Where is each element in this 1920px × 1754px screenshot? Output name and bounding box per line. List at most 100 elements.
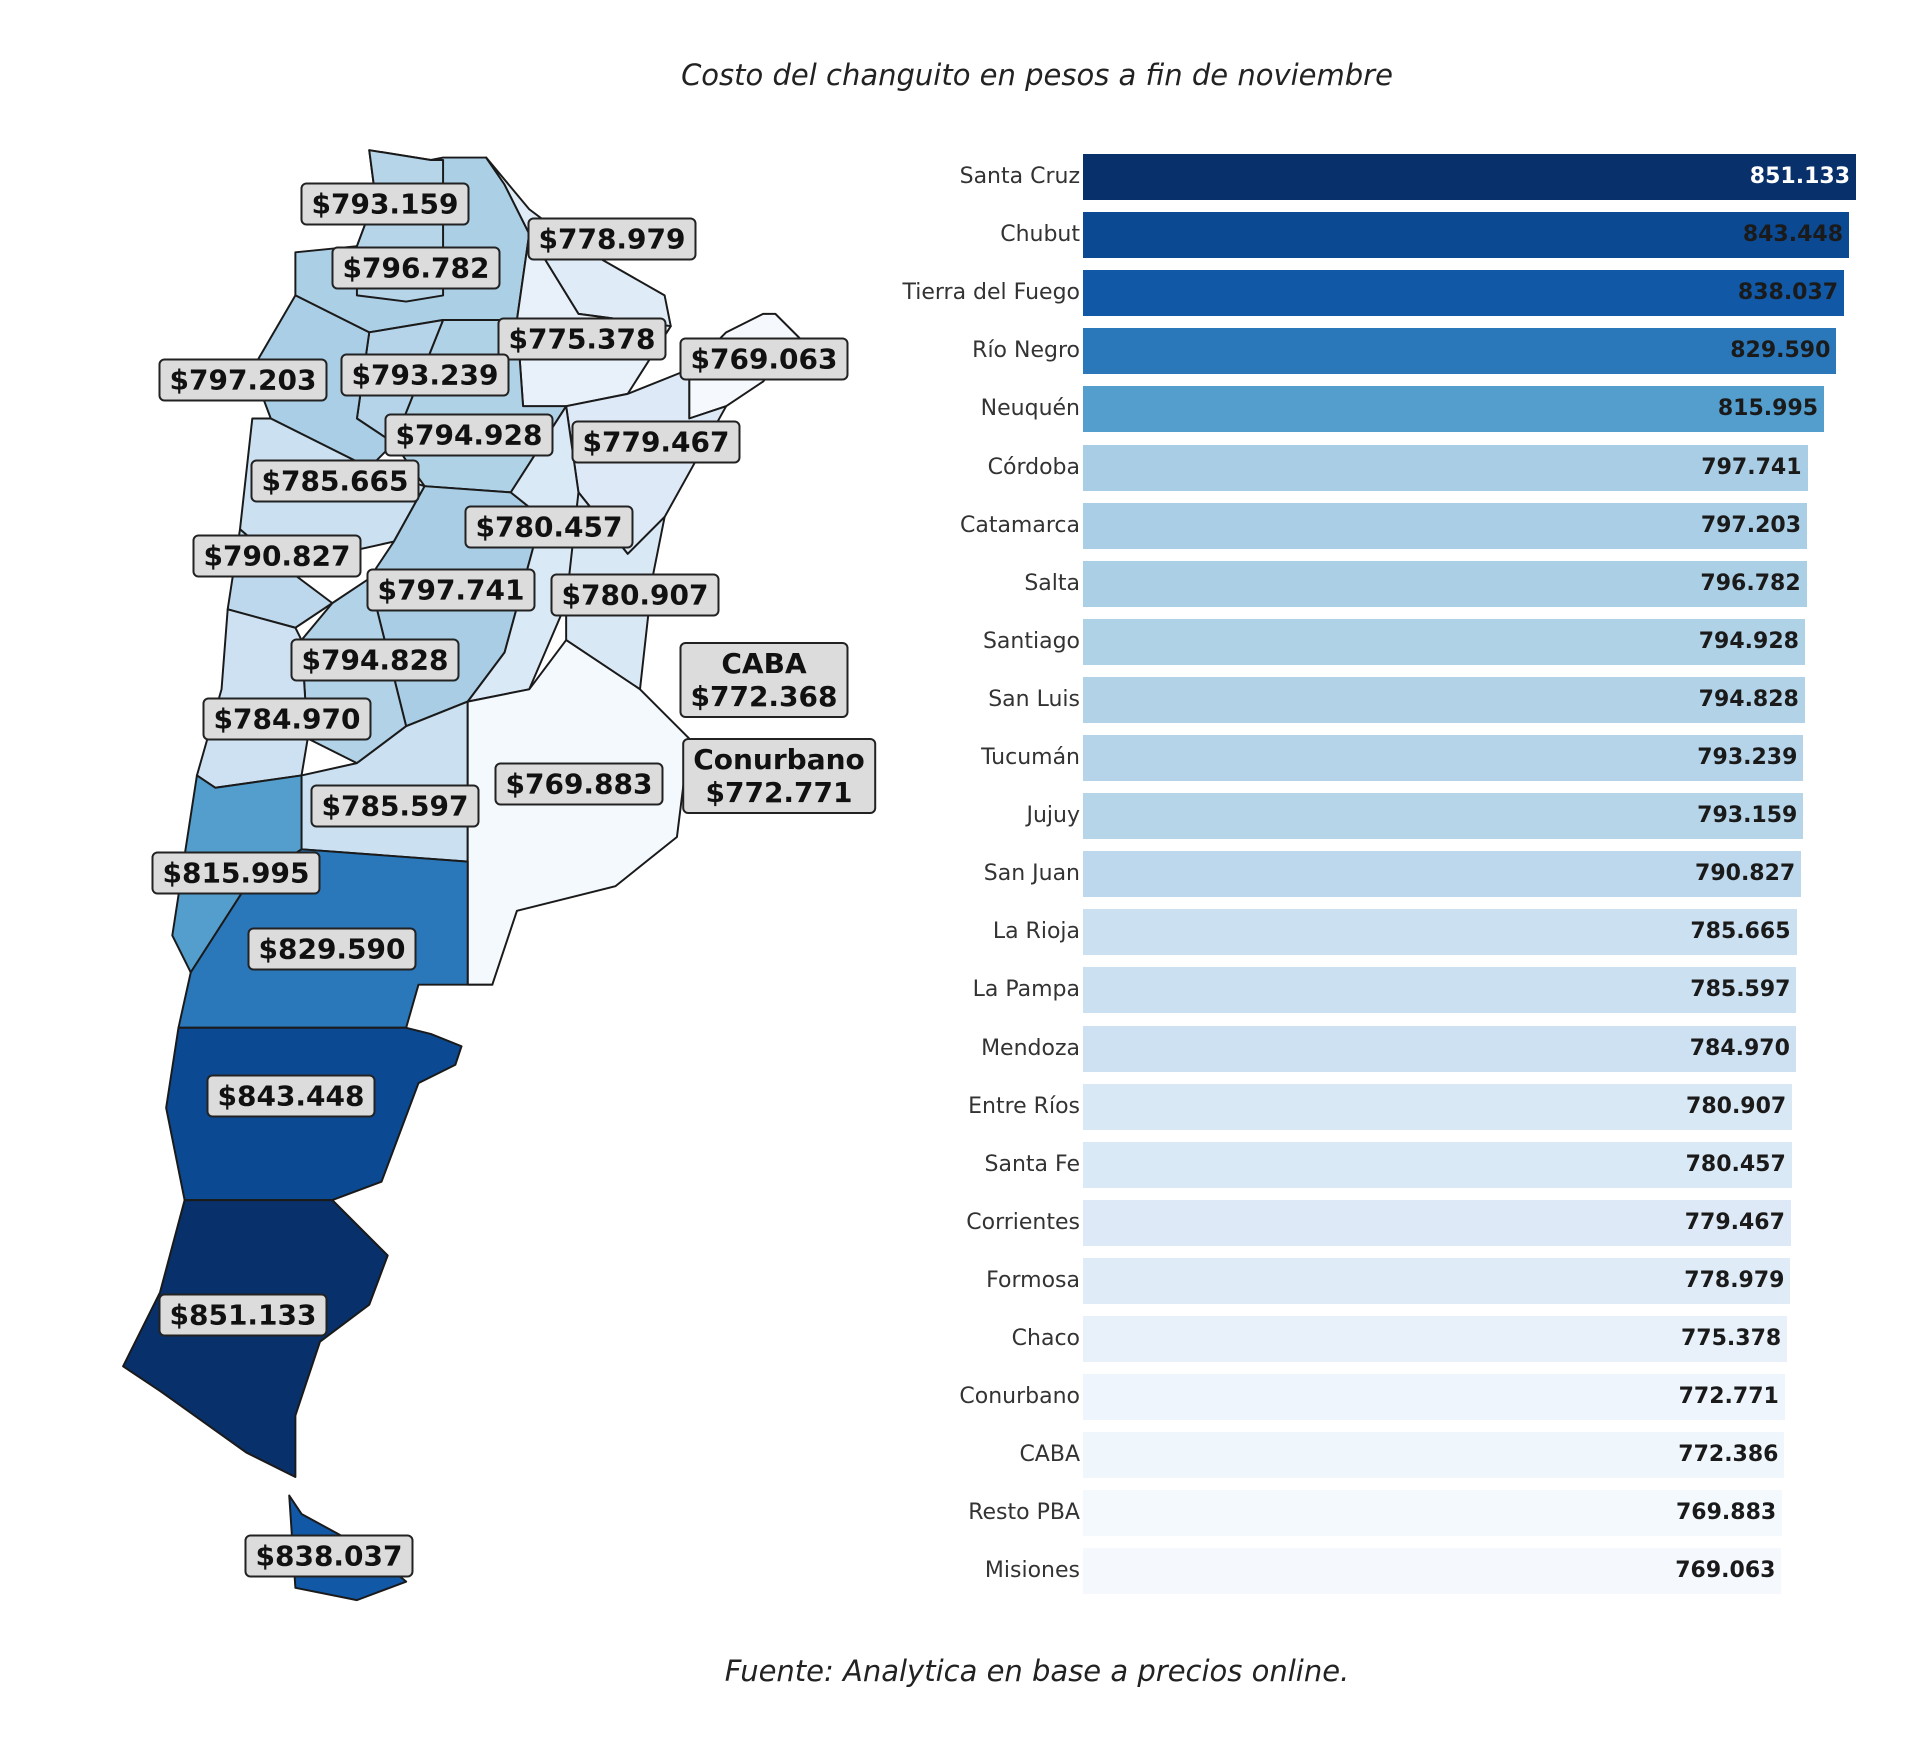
bar: 793.159 bbox=[1083, 793, 1804, 840]
map-value-label: Conurbano $772.771 bbox=[682, 738, 876, 814]
bar-row: Entre Ríos 780.907 bbox=[0, 1083, 1920, 1130]
bar: 843.448 bbox=[1083, 212, 1850, 259]
data-label: 784.970 bbox=[1689, 1035, 1790, 1061]
map-label-value: $784.970 bbox=[213, 702, 361, 736]
map-value-label: $784.970 bbox=[202, 697, 372, 741]
map-label-value: $796.782 bbox=[342, 251, 490, 285]
data-label: 843.448 bbox=[1742, 222, 1844, 248]
category-label: Corrientes bbox=[966, 1209, 1080, 1235]
bar: 769.883 bbox=[1083, 1490, 1783, 1537]
data-label: 785.597 bbox=[1690, 977, 1791, 1003]
bar: 797.203 bbox=[1083, 502, 1808, 549]
source-note: Fuente: Analytica en base a precios onli… bbox=[724, 1654, 1350, 1688]
map-label-value: $779.467 bbox=[582, 425, 730, 459]
map-value-label: $769.063 bbox=[679, 337, 849, 381]
map-label-value: $778.979 bbox=[538, 222, 686, 256]
map-value-label: CABA $772.368 bbox=[679, 642, 849, 718]
bar-row: La Rioja 785.665 bbox=[0, 909, 1920, 956]
data-label: 851.133 bbox=[1749, 164, 1850, 189]
bar: 779.467 bbox=[1083, 1199, 1791, 1246]
bar-row: CABA 772.386 bbox=[0, 1432, 1920, 1479]
map-label-value: $772.771 bbox=[705, 776, 853, 809]
bar: 851.133 bbox=[1083, 154, 1856, 200]
map-label-value: $793.239 bbox=[351, 358, 499, 392]
data-label: 797.741 bbox=[1701, 454, 1802, 480]
map-label-name: Conurbano bbox=[693, 743, 865, 776]
data-label: 793.239 bbox=[1697, 745, 1798, 770]
map-label-value: $851.133 bbox=[169, 1298, 317, 1332]
map-value-label: $785.665 bbox=[250, 459, 420, 503]
data-label: 793.159 bbox=[1697, 803, 1798, 829]
data-label: 794.928 bbox=[1698, 628, 1799, 654]
bar: 772.386 bbox=[1083, 1432, 1785, 1479]
data-label: 815.995 bbox=[1717, 396, 1819, 422]
category-label: Mendoza bbox=[981, 1035, 1080, 1061]
bar: 778.979 bbox=[1083, 1257, 1791, 1304]
category-label: Tucumán bbox=[981, 745, 1080, 770]
data-label: 769.883 bbox=[1676, 1500, 1777, 1526]
data-label: 838.037 bbox=[1737, 280, 1839, 306]
category-label: Santa Cruz bbox=[959, 164, 1080, 189]
data-label: 780.907 bbox=[1686, 1093, 1787, 1119]
bar: 784.970 bbox=[1083, 1025, 1796, 1072]
bar-row: Tierra del Fuego 838.037 bbox=[0, 270, 1920, 317]
map-value-label: $851.133 bbox=[158, 1293, 328, 1337]
map-value-label: $815.995 bbox=[151, 851, 321, 895]
category-label: Salta bbox=[1024, 570, 1080, 596]
map-label-value: $769.883 bbox=[505, 767, 653, 801]
data-label: 796.782 bbox=[1700, 570, 1801, 596]
bar-row: Córdoba 797.741 bbox=[0, 444, 1920, 491]
bar-row: Mendoza 784.970 bbox=[0, 1025, 1920, 1072]
category-label: Córdoba bbox=[987, 454, 1080, 480]
bar-row: Río Negro 829.590 bbox=[0, 328, 1920, 375]
bar-row: Jujuy 793.159 bbox=[0, 793, 1920, 840]
category-label: Jujuy bbox=[1026, 803, 1080, 829]
map-label-value: $785.597 bbox=[321, 789, 469, 823]
bar: 793.239 bbox=[1083, 735, 1804, 781]
bar-row: Formosa 778.979 bbox=[0, 1257, 1920, 1304]
map-label-value: $794.928 bbox=[395, 418, 543, 452]
category-label: CABA bbox=[1019, 1442, 1080, 1468]
map-value-label: $793.159 bbox=[300, 182, 470, 226]
data-label: 772.771 bbox=[1678, 1384, 1779, 1410]
category-label: La Rioja bbox=[992, 919, 1080, 945]
map-label-value: $780.907 bbox=[561, 578, 709, 612]
bar-row: Corrientes 779.467 bbox=[0, 1199, 1920, 1246]
map-value-label: $838.037 bbox=[244, 1534, 414, 1578]
map-value-label: $797.741 bbox=[366, 568, 536, 612]
map-value-label: $843.448 bbox=[206, 1074, 376, 1118]
bar: 772.771 bbox=[1083, 1374, 1785, 1421]
data-label: 829.590 bbox=[1730, 338, 1831, 364]
chart-title: Costo del changuito en pesos a fin de no… bbox=[681, 58, 1393, 92]
category-label: Catamarca bbox=[959, 512, 1080, 538]
data-label: 790.827 bbox=[1695, 861, 1796, 887]
map-label-value: $775.378 bbox=[508, 322, 656, 356]
data-label: 772.386 bbox=[1678, 1442, 1779, 1468]
bar: 815.995 bbox=[1083, 386, 1825, 433]
bar: 797.741 bbox=[1083, 444, 1808, 491]
bar: 796.782 bbox=[1083, 560, 1807, 607]
map-value-label: $780.457 bbox=[464, 505, 634, 549]
category-label: Santiago bbox=[982, 628, 1080, 654]
bar: 829.590 bbox=[1083, 328, 1837, 375]
map-label-value: $769.063 bbox=[690, 342, 838, 376]
map-label-name: CABA bbox=[721, 647, 807, 680]
data-label: 780.457 bbox=[1685, 1151, 1786, 1177]
map-label-value: $793.159 bbox=[311, 187, 459, 221]
bar-row: Conurbano 772.771 bbox=[0, 1374, 1920, 1421]
bar-row: Misiones 769.063 bbox=[0, 1548, 1920, 1595]
data-label: 797.203 bbox=[1700, 512, 1802, 538]
bar: 838.037 bbox=[1083, 270, 1845, 317]
bar-row: La Pampa 785.597 bbox=[0, 967, 1920, 1014]
category-label: Entre Ríos bbox=[968, 1093, 1080, 1119]
bar-row: Tucumán 793.239 bbox=[0, 735, 1920, 781]
category-label: Río Negro bbox=[972, 338, 1080, 364]
map-label-value: $790.827 bbox=[203, 539, 351, 573]
category-label: Santa Fe bbox=[984, 1151, 1080, 1177]
map-value-label: $790.827 bbox=[192, 534, 362, 578]
bar-row: Santiago 794.928 bbox=[0, 618, 1920, 665]
category-label: La Pampa bbox=[972, 977, 1080, 1003]
data-label: 769.063 bbox=[1675, 1558, 1776, 1584]
data-label: 778.979 bbox=[1684, 1267, 1785, 1293]
category-label: Chaco bbox=[1011, 1326, 1080, 1351]
